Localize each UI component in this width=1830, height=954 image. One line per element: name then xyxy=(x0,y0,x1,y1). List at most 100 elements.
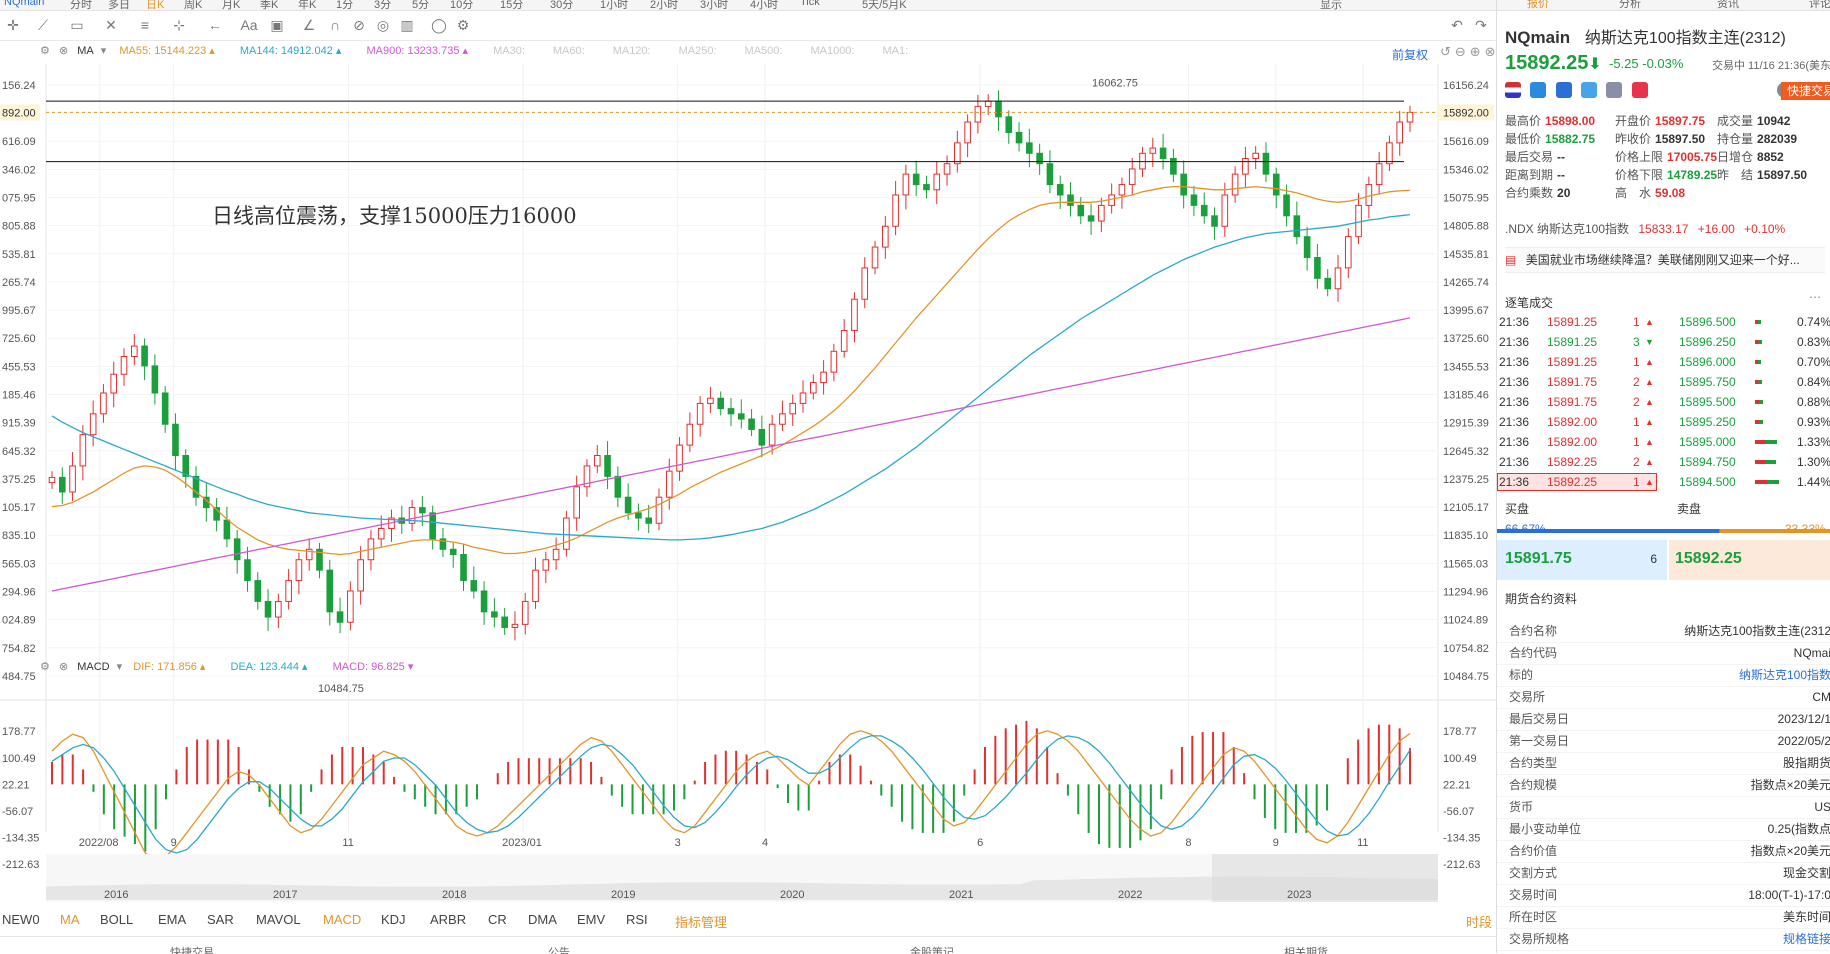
ma-disabled-item[interactable]: MA250: xyxy=(678,45,717,57)
period-tab[interactable]: 4小时 xyxy=(750,0,779,11)
indicator-tab[interactable]: EMA xyxy=(158,912,187,927)
measure-tool-icon[interactable]: ⊹ xyxy=(173,17,185,33)
period-tab[interactable]: 日K xyxy=(146,0,165,11)
period-tab[interactable]: 周K xyxy=(184,0,203,11)
arrow-tool-icon[interactable]: ← xyxy=(208,17,222,33)
trash-icon[interactable]: ▥ xyxy=(400,17,414,33)
period-tab[interactable]: 10分 xyxy=(450,0,474,11)
period-tab[interactable]: 年K xyxy=(298,0,317,11)
contract-value[interactable]: 纳斯达克100指数 xyxy=(1738,668,1830,682)
indicator-tab[interactable]: EMV xyxy=(577,912,606,927)
period-tab[interactable]: Tick xyxy=(800,0,820,8)
indicator-tab[interactable]: MA xyxy=(60,912,80,927)
indicator-tab[interactable]: SAR xyxy=(207,912,234,927)
footer-tab[interactable]: 公告 xyxy=(548,947,570,954)
period-tab[interactable]: 3分 xyxy=(374,0,392,11)
period-tab[interactable]: 多日 xyxy=(108,0,130,11)
display-menu[interactable]: 显示 xyxy=(1320,0,1342,11)
footer-tab[interactable]: 快捷交易 xyxy=(170,947,214,954)
heart-icon[interactable] xyxy=(1631,82,1648,98)
quote-tab[interactable]: 分析 xyxy=(1619,0,1641,10)
indicator-tab[interactable]: 指标管理 xyxy=(675,915,728,930)
indicator-tab[interactable]: DMA xyxy=(528,912,557,927)
indicator-tab[interactable]: ARBR xyxy=(430,912,467,927)
visibility-icon[interactable]: ◯ xyxy=(431,17,447,33)
trade-icon[interactable] xyxy=(1530,82,1547,98)
text-tool-icon[interactable]: Aa xyxy=(240,17,258,33)
settings-icon[interactable]: ⚙ xyxy=(456,17,470,33)
comment-tool-icon[interactable]: ▣ xyxy=(270,17,284,33)
period-tab[interactable]: 分时 xyxy=(70,0,92,11)
pen-tool-icon[interactable]: ∠ xyxy=(302,17,316,33)
note-icon[interactable] xyxy=(1606,82,1623,98)
indicator-tab[interactable]: MACD xyxy=(323,912,362,927)
contract-key: 交易所规格 xyxy=(1509,932,1570,946)
gear-icon[interactable]: ⚙ xyxy=(40,661,50,673)
redo-icon[interactable]: ↷ xyxy=(1475,17,1487,33)
ma-disabled-item[interactable]: MA1000: xyxy=(810,45,855,57)
indicator-tab[interactable]: CR xyxy=(488,912,507,927)
period-tab[interactable]: 1小时 xyxy=(600,0,629,11)
us-flag-icon xyxy=(1505,82,1521,98)
channel-tool-icon[interactable]: ≡ xyxy=(140,17,150,33)
close-icon[interactable]: ⊗ xyxy=(58,661,69,673)
crosshair-icon[interactable]: ✛ xyxy=(7,17,19,33)
time-range-button[interactable]: 时段 xyxy=(1466,915,1493,930)
indicator-tab[interactable]: MAVOL xyxy=(256,912,301,927)
timeline-window[interactable] xyxy=(1212,854,1438,902)
eye-icon[interactable]: ◎ xyxy=(376,17,390,33)
news-headline[interactable]: 美国就业市场继续降温？美联储刚刚又迎来一个好... xyxy=(1525,253,1800,267)
ma-disabled-item[interactable]: MA120: xyxy=(612,45,651,57)
analysis-icon[interactable] xyxy=(1555,82,1572,98)
chevron-down-icon[interactable]: ▾ xyxy=(116,661,123,673)
ma-disabled-item[interactable]: MA500: xyxy=(744,45,783,57)
footer-tab[interactable]: 金股策记 xyxy=(910,947,954,954)
ma-disabled-item[interactable]: MA1: xyxy=(882,45,909,57)
footer-tab[interactable]: 相关期货 xyxy=(1284,947,1328,954)
magnet-icon[interactable]: ∩ xyxy=(329,17,341,33)
indicator-tab[interactable]: KDJ xyxy=(381,912,406,927)
ma-label[interactable]: MA xyxy=(77,45,94,57)
period-tab[interactable]: 2小时 xyxy=(650,0,679,11)
period-tab[interactable]: 15分 xyxy=(500,0,524,11)
chevron-down-icon[interactable]: ▾ xyxy=(100,45,107,57)
period-tab[interactable]: 月K xyxy=(222,0,241,11)
adjust-button[interactable]: 前复权 xyxy=(1392,48,1429,62)
period-tab[interactable]: 30分 xyxy=(550,0,574,11)
period-tab[interactable]: 5分 xyxy=(412,0,430,11)
gear-icon[interactable]: ⚙ xyxy=(40,45,50,57)
fast-trade-button[interactable]: 快捷交易 xyxy=(1781,82,1830,100)
candle-body xyxy=(1056,184,1064,196)
contract-value: 股指期货 xyxy=(1782,756,1830,770)
bid-box[interactable]: 15891.75 6 xyxy=(1497,540,1667,580)
period-tab[interactable]: 5天/5月K xyxy=(862,0,907,11)
ma-disabled-item[interactable]: MA60: xyxy=(552,45,585,57)
contract-key: 最小变动单位 xyxy=(1509,822,1582,836)
more-icon[interactable]: ⋯ xyxy=(1809,290,1821,304)
tick-volume: 2 xyxy=(1633,455,1640,469)
fib-tool-icon[interactable]: ✕ xyxy=(105,17,117,33)
quote-tab[interactable]: 报价 xyxy=(1527,0,1549,10)
ma-disabled-item[interactable]: MA30: xyxy=(493,45,525,57)
period-tab[interactable]: 季K xyxy=(260,0,279,11)
indicator-tab[interactable]: BOLL xyxy=(100,912,134,927)
symbol-tab[interactable]: NQmain xyxy=(4,0,45,8)
undo-icon[interactable]: ↶ xyxy=(1451,17,1463,33)
level-volume-bar xyxy=(1755,380,1762,384)
ask-box[interactable]: 15892.25 xyxy=(1669,540,1830,580)
shape-tool-icon[interactable]: ▭ xyxy=(70,17,84,33)
line-tool-icon[interactable]: ⟋ xyxy=(38,17,48,33)
contract-value[interactable]: 规格链接 xyxy=(1782,932,1830,946)
quote-tab[interactable]: 评论 xyxy=(1809,0,1830,10)
period-tab[interactable]: 3小时 xyxy=(700,0,729,11)
period-tab[interactable]: 1分 xyxy=(336,0,354,11)
close-icon[interactable]: ⊗ xyxy=(58,45,69,57)
indicator-tab[interactable]: RSI xyxy=(626,912,648,927)
tag-icon[interactable] xyxy=(1581,82,1598,98)
price-chart[interactable]: 156.24 16156.24 892.00 15892.00 616.09 15616.… xyxy=(0,62,1496,936)
lock-icon[interactable]: ⊘ xyxy=(353,17,365,33)
news-ticker[interactable]: ▤ 美国就业市场继续降温？美联储刚刚又迎来一个好... xyxy=(1505,247,1825,273)
quote-tab[interactable]: 资讯 xyxy=(1717,0,1739,10)
macd-label[interactable]: MACD xyxy=(77,661,110,673)
indicator-tab[interactable]: NEW0 xyxy=(2,912,40,927)
